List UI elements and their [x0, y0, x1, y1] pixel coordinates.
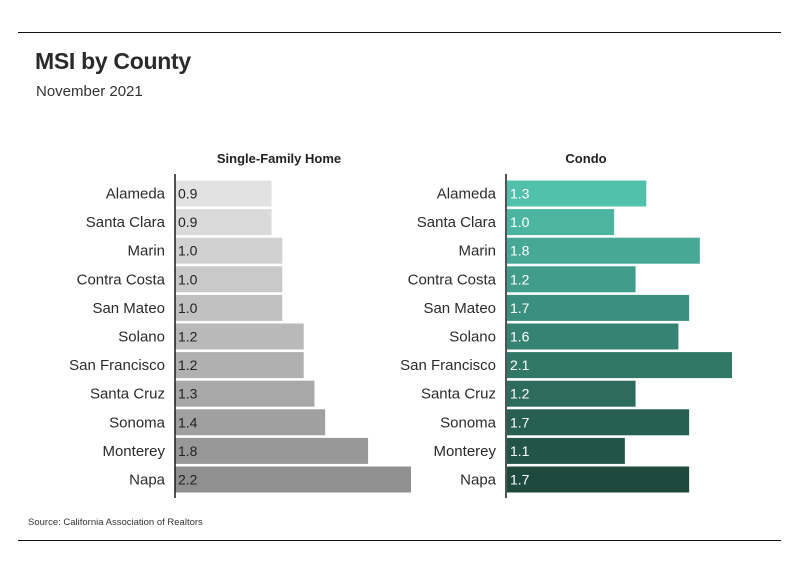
chart-subtitle: November 2021	[36, 83, 143, 100]
condo-category-label: San Francisco	[400, 357, 496, 374]
condo-category-label: Contra Costa	[408, 271, 497, 288]
sfh-category-label: Monterey	[102, 443, 165, 460]
condo-bar	[507, 323, 679, 350]
sfh-value-label: 0.9	[178, 214, 198, 230]
condo-value-label: 1.7	[510, 472, 530, 488]
condo-bar	[507, 380, 636, 407]
sfh-bar	[175, 352, 304, 379]
sfh-value-label: 1.0	[178, 271, 198, 287]
sfh-category-label: Napa	[129, 472, 166, 489]
condo-category-label: Santa Cruz	[421, 386, 496, 403]
condo-category-label: Napa	[460, 472, 497, 489]
sfh-value-label: 1.2	[178, 329, 198, 345]
sfh-bar	[175, 237, 283, 264]
condo-bar	[507, 409, 690, 436]
sfh-value-label: 0.9	[178, 186, 198, 202]
sfh-category-label: Marin	[127, 243, 165, 260]
sfh-bar	[175, 380, 315, 407]
sfh-value-label: 1.8	[178, 443, 198, 459]
condo-value-label: 1.3	[510, 186, 530, 202]
condo-category-label: Marin	[458, 243, 496, 260]
condo-bar	[507, 209, 615, 236]
condo-panel: Condo Alameda 1.3 Santa Clara 1.0 Marin 1.8 Con…	[400, 151, 732, 498]
sfh-bar	[175, 209, 272, 236]
sfh-bar	[175, 323, 304, 350]
condo-panel-title: Condo	[565, 151, 606, 166]
condo-value-label: 1.6	[510, 329, 530, 345]
sfh-value-label: 1.0	[178, 300, 198, 316]
condo-category-label: Santa Clara	[417, 214, 497, 231]
sfh-bar	[175, 180, 272, 207]
sfh-value-label: 1.3	[178, 386, 198, 402]
sfh-category-label: Contra Costa	[77, 271, 166, 288]
condo-bar	[507, 352, 732, 379]
condo-bar	[507, 466, 690, 493]
sfh-bar	[175, 409, 326, 436]
condo-category-label: Sonoma	[440, 414, 497, 431]
sfh-category-label: Sonoma	[109, 414, 166, 431]
condo-value-label: 1.2	[510, 271, 530, 287]
condo-category-label: Solano	[449, 329, 496, 346]
condo-category-label: San Mateo	[423, 300, 496, 317]
sfh-bar	[175, 437, 369, 464]
sfh-category-label: Santa Clara	[86, 214, 166, 231]
sfh-category-label: San Mateo	[92, 300, 165, 317]
condo-value-label: 1.7	[510, 414, 530, 430]
sfh-value-label: 1.4	[178, 414, 198, 430]
condo-bar	[507, 266, 636, 293]
condo-bar	[507, 237, 700, 264]
sfh-value-label: 1.0	[178, 243, 198, 259]
sfh-category-label: Solano	[118, 329, 165, 346]
condo-value-label: 2.1	[510, 357, 530, 373]
sfh-category-label: Alameda	[106, 186, 166, 203]
condo-value-label: 1.0	[510, 214, 530, 230]
sfh-value-label: 1.2	[178, 357, 198, 373]
source-note: Source: California Association of Realto…	[28, 517, 203, 528]
condo-bar	[507, 294, 690, 321]
sfh-value-label: 2.2	[178, 472, 198, 488]
condo-value-label: 1.8	[510, 243, 530, 259]
condo-category-label: Alameda	[437, 186, 497, 203]
top-rule	[18, 32, 781, 33]
condo-value-label: 1.7	[510, 300, 530, 316]
sfh-panel-title: Single-Family Home	[217, 151, 341, 166]
condo-bar	[507, 180, 647, 207]
sfh-bar	[175, 266, 283, 293]
sfh-bar	[175, 294, 283, 321]
sfh-category-label: Santa Cruz	[90, 386, 165, 403]
condo-value-label: 1.2	[510, 386, 530, 402]
condo-value-label: 1.1	[510, 443, 530, 459]
bottom-rule	[18, 540, 781, 541]
single-family-panel: Single-Family Home Alameda 0.9 Santa Clara 0…	[69, 151, 411, 498]
sfh-category-label: San Francisco	[69, 357, 165, 374]
chart-title: MSI by County	[35, 48, 191, 74]
sfh-bar	[175, 466, 411, 493]
condo-bar	[507, 437, 625, 464]
condo-category-label: Monterey	[433, 443, 496, 460]
